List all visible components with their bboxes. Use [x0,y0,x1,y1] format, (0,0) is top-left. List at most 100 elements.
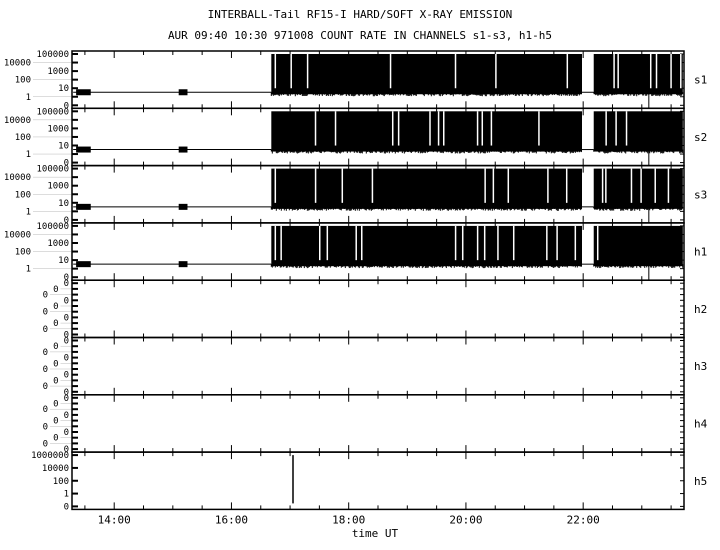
y-tick-label: 100000 [36,107,69,117]
panel-label: s3 [694,188,707,201]
y-tick-label: 10000 [42,464,69,474]
active-burst-region [271,225,582,267]
y-tick-label: 100000 [36,222,69,232]
y-tick-label: 0 [64,313,69,323]
y-tick-label: 1000 [47,124,69,134]
panel-frame [71,279,685,339]
active-burst-region [271,111,582,152]
active-burst-region [271,168,582,209]
y-tick-label: 100000 [36,50,69,60]
panel-label: h2 [694,303,707,316]
y-tick-label: 0 [64,216,69,226]
y-tick-label: 0 [64,411,69,421]
y-tick-label: 100 [15,133,31,143]
y-tick-label: 1000 [47,67,69,77]
y-tick-label: 0 [43,291,48,301]
y-tick-label: 1 [26,265,31,275]
y-tick-label: 100000 [36,165,69,175]
y-tick-label: 0 [53,376,58,386]
y-tick-label: 0 [43,439,48,449]
y-tick-label: 0 [53,342,58,352]
y-tick-label: 0 [64,331,69,341]
y-tick-label: 0 [64,159,69,169]
quiet-burst [76,261,91,268]
y-tick-label: 0 [64,279,69,289]
panel-label: s1 [694,74,707,87]
y-tick-label: 1 [26,150,31,160]
y-tick-label: 10000 [4,230,31,240]
y-tick-label: 0 [43,348,48,358]
x-tick-label: 20:00 [449,513,482,526]
quiet-burst [76,146,91,153]
x-tick-label: 18:00 [332,513,365,526]
y-tick-label: 100 [15,190,31,200]
x-tick-label: 22:00 [567,513,600,526]
y-tick-label: 0 [64,273,69,283]
y-tick-label: 100 [15,76,31,86]
quiet-burst [76,203,91,210]
y-tick-label: 0 [64,502,69,512]
quiet-burst [76,89,91,96]
y-tick-label: 1000 [47,239,69,249]
quiet-burst [178,146,188,153]
y-tick-label: 0 [64,445,69,455]
x-tick-label: 16:00 [215,513,248,526]
y-tick-label: 1 [26,207,31,217]
panel-label: h3 [694,360,707,373]
x-tick-label: 14:00 [98,513,131,526]
active-burst-region [593,168,683,209]
y-tick-label: 0 [64,296,69,306]
panel-label: h1 [694,246,707,259]
y-tick-label: 10 [58,256,69,266]
y-tick-label: 0 [43,405,48,415]
active-burst-region [271,54,582,95]
y-tick-label: 0 [43,308,48,318]
chart-subtitle: AUR 09:40 10:30 971008 COUNT RATE IN CHA… [167,29,553,42]
panel-frame [71,336,685,396]
y-tick-label: 0 [64,101,69,111]
y-tick-label: 1 [64,490,69,500]
active-burst-region [593,54,683,95]
y-tick-label: 0 [64,371,69,381]
y-tick-label: 10000 [4,173,31,183]
y-tick-label: 0 [43,422,48,432]
y-tick-label: 1000 [47,182,69,192]
panel-frame [71,451,685,511]
quiet-burst [178,89,188,96]
y-tick-label: 0 [53,302,58,312]
y-tick-label: 10000 [4,116,31,126]
panel-frame [71,394,685,453]
quiet-burst [178,203,188,210]
y-tick-label: 0 [64,388,69,398]
y-tick-label: 0 [64,394,69,404]
quiet-burst [178,261,188,268]
y-tick-label: 0 [43,325,48,335]
panel-label: s2 [694,131,707,144]
y-tick-label: 10 [58,84,69,94]
y-tick-label: 0 [43,365,48,375]
active-burst-region [593,225,683,267]
y-tick-label: 10000 [4,59,31,69]
y-tick-label: 0 [53,400,58,410]
y-tick-label: 1000000 [31,451,69,461]
active-burst-region [593,111,683,152]
y-tick-label: 0 [53,359,58,369]
y-tick-label: 0 [53,285,58,295]
y-tick-label: 0 [53,434,58,444]
y-tick-label: 1 [26,93,31,103]
y-tick-label: 0 [53,319,58,329]
y-tick-label: 0 [64,337,69,347]
y-tick-label: 0 [64,354,69,364]
y-tick-label: 100 [15,248,31,258]
y-tick-label: 0 [64,428,69,438]
chart-title: INTERBALL-Tail RF15-I HARD/SOFT X-RAY EM… [207,8,513,21]
y-tick-label: 10 [58,199,69,209]
